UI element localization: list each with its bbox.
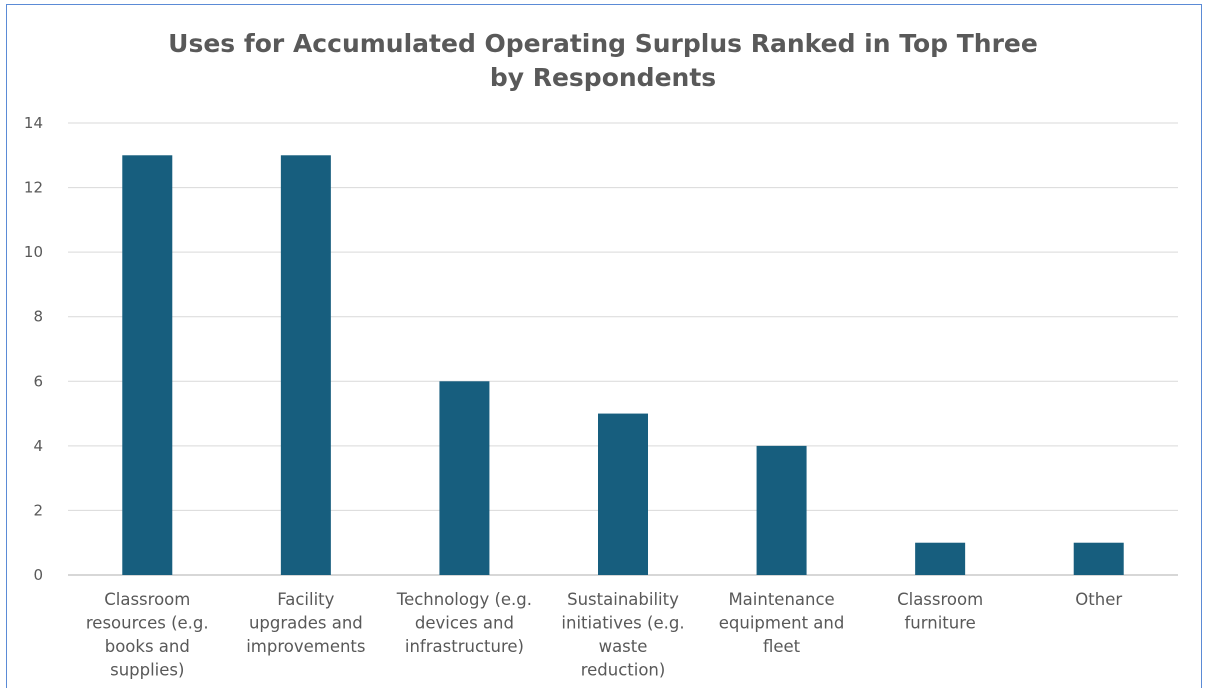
bar <box>439 381 490 575</box>
x-category-label: Other <box>1075 590 1122 609</box>
bar <box>122 155 173 576</box>
x-category-label: Technology (e.g. devices and infrastructur… <box>396 590 532 656</box>
x-category-label: Sustainability initiatives (e.g. waste redu… <box>561 590 684 680</box>
y-tick-label: 10 <box>24 243 43 261</box>
y-tick-label: 8 <box>33 308 43 326</box>
chart-title-line-2: by Respondents <box>489 63 717 92</box>
y-tick-label: 4 <box>33 437 43 455</box>
y-tick-label: 14 <box>24 114 43 132</box>
y-tick-label: 6 <box>33 372 43 390</box>
y-tick-label: 12 <box>24 179 43 197</box>
bar <box>756 445 807 575</box>
x-category-label: Classroom resources (e.g. books and supplie… <box>86 590 209 680</box>
bar <box>915 542 966 575</box>
x-category-label: Facility upgrades and improvements <box>246 590 365 656</box>
chart-title-line-1: Uses for Accumulated Operating Surplus R… <box>168 29 1038 58</box>
bar <box>598 413 648 575</box>
bar <box>280 155 331 576</box>
y-tick-label: 0 <box>33 566 43 584</box>
x-category-label: Maintenance equipment and fleet <box>719 590 845 656</box>
x-category-label: Classroom furniture <box>897 590 983 633</box>
bar <box>1073 542 1124 575</box>
y-tick-label: 2 <box>33 501 43 519</box>
